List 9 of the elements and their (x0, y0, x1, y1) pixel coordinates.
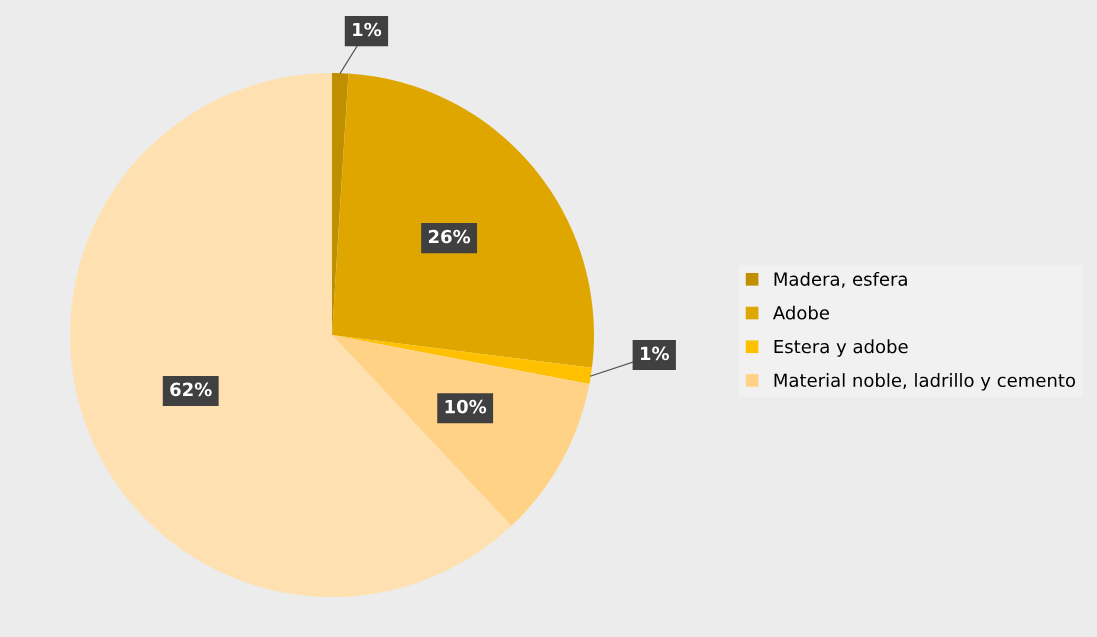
legend-label: Madera, esfera (774, 271, 907, 288)
data-label: 26% (428, 229, 471, 244)
legend-label: Material noble, ladrillo y cemento (774, 373, 1076, 391)
legend-label: Estera y adobe (774, 339, 908, 357)
data-label: 62% (170, 382, 212, 397)
data-label: 10% (445, 399, 487, 414)
data-label: 1% (353, 22, 382, 37)
legend-label: Adobe (772, 305, 829, 320)
data-label: 1% (640, 346, 670, 361)
